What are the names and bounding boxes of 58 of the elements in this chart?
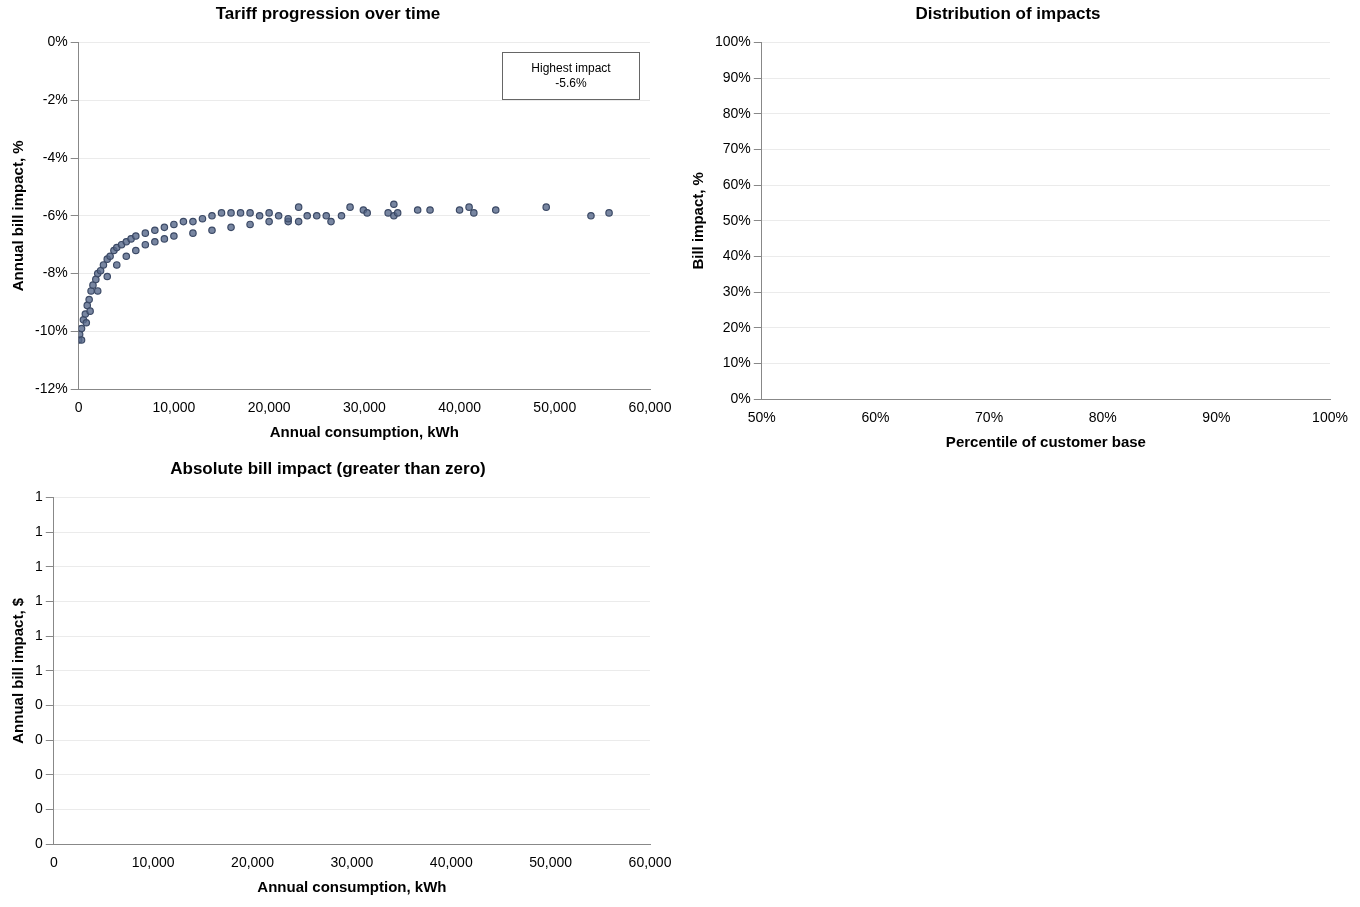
chart-title: Distribution of impacts <box>915 3 1101 23</box>
x-tick-label: 60,000 <box>628 399 672 416</box>
y-tick-label: -12% <box>35 380 68 397</box>
x-tick-label: 10,000 <box>131 854 175 871</box>
x-tick-label: 40,000 <box>438 399 482 416</box>
y-tick-label: 30% <box>722 283 751 300</box>
x-tick-label: 20,000 <box>247 399 291 416</box>
x-tick-label: 10,000 <box>152 399 196 416</box>
x-tick-label: 50,000 <box>533 399 577 416</box>
y-tick-label: 0 <box>34 800 43 817</box>
chart-title: Tariff progression over time <box>215 3 441 23</box>
y-tick-label: 0% <box>730 390 751 407</box>
y-tick-label: 100% <box>714 33 751 50</box>
y-tick-label: -6% <box>42 206 68 223</box>
x-tick-label: 50% <box>747 409 776 426</box>
y-axis-title: Bill impact, % <box>689 172 707 270</box>
x-tick-label: 100% <box>1312 409 1348 426</box>
x-tick-label: 60% <box>861 409 890 426</box>
y-tick-label: 1 <box>34 661 43 678</box>
y-tick-label: 60% <box>722 175 751 192</box>
text-box: Highest impact -5.6% <box>502 52 640 101</box>
chart-title: Absolute bill impact (greater than zero) <box>170 458 486 478</box>
x-axis-title: Percentile of customer base <box>945 433 1146 451</box>
y-tick-label: -2% <box>42 91 68 108</box>
y-tick-label: 0 <box>34 765 43 782</box>
y-axis-title: Annual bill impact, % <box>9 140 27 292</box>
x-tick-label: 80% <box>1088 409 1117 426</box>
y-tick-label: 1 <box>34 592 43 609</box>
y-tick-label: 40% <box>722 247 751 264</box>
x-tick-label: 70% <box>975 409 1004 426</box>
y-tick-label: 10% <box>722 354 751 371</box>
y-tick-label: 1 <box>34 488 43 505</box>
y-tick-label: -4% <box>42 148 68 165</box>
y-tick-label: -8% <box>42 264 68 281</box>
x-tick-label: 30,000 <box>330 854 374 871</box>
y-tick-label: 90% <box>722 68 751 85</box>
y-tick-label: 0 <box>34 696 43 713</box>
y-tick-label: 0% <box>47 33 68 50</box>
y-tick-label: 70% <box>722 140 751 157</box>
x-tick-label: 40,000 <box>429 854 473 871</box>
x-tick-label: 60,000 <box>628 854 672 871</box>
y-tick-label: 1 <box>34 626 43 643</box>
x-axis-title: Annual consumption, kWh <box>269 423 459 441</box>
y-tick-label: 50% <box>722 211 751 228</box>
x-tick-label: 90% <box>1202 409 1231 426</box>
y-axis-title: Annual bill impact, $ <box>9 597 27 744</box>
y-tick-label: 0 <box>34 835 43 852</box>
x-tick-label: 50,000 <box>529 854 573 871</box>
y-tick-label: 1 <box>34 522 43 539</box>
y-tick-label: 0 <box>34 731 43 748</box>
x-tick-label: 20,000 <box>231 854 275 871</box>
y-tick-label: 20% <box>722 318 751 335</box>
y-tick-label: 1 <box>34 557 43 574</box>
y-tick-label: -10% <box>35 322 68 339</box>
x-tick-label: 0 <box>74 399 83 416</box>
x-axis-title: Annual consumption, kWh <box>257 878 447 896</box>
y-tick-label: 80% <box>722 104 751 121</box>
x-tick-label: 30,000 <box>342 399 386 416</box>
